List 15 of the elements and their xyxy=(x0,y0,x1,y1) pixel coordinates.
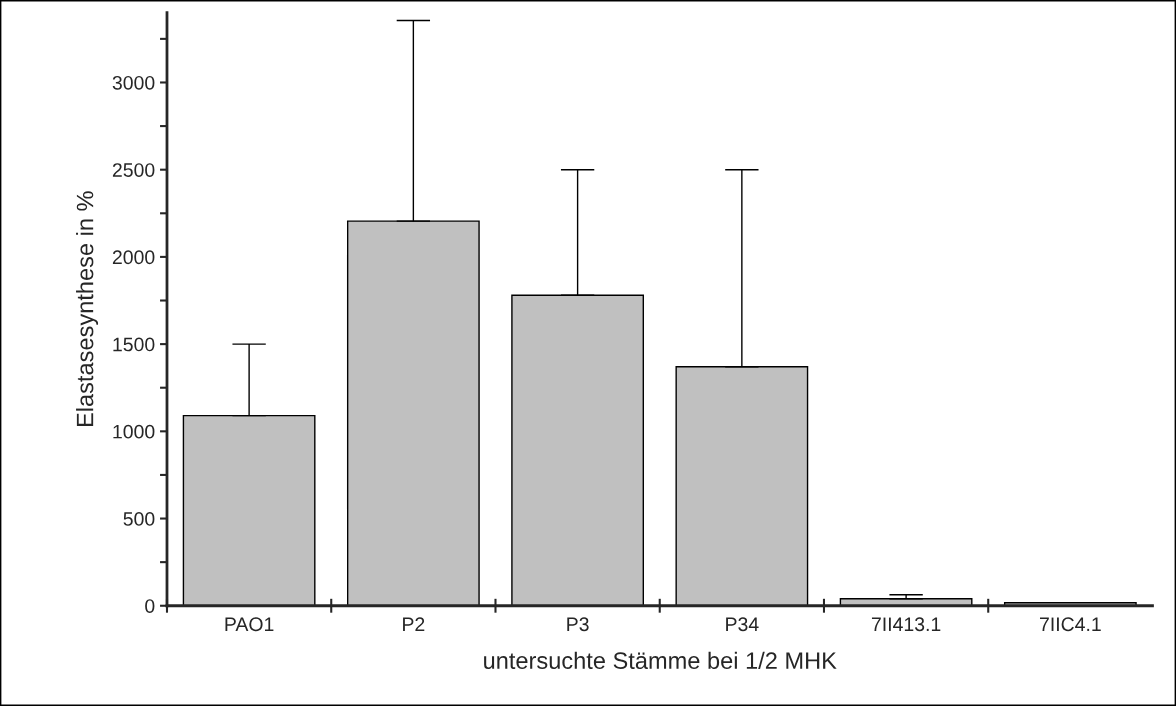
y-tick-label: 0 xyxy=(145,599,155,613)
x-tick-label: 7II413.1 xyxy=(871,617,941,632)
x-tick-label: P2 xyxy=(403,617,425,631)
x-tick-label: P34 xyxy=(726,617,759,632)
y-tick-label: 2000 xyxy=(112,250,155,265)
y-tick-label: 3000 xyxy=(112,75,155,90)
y-tick-label: 2500 xyxy=(112,163,155,177)
y-tick-label: 1500 xyxy=(113,337,155,352)
x-tick-label: 7IIC4.1 xyxy=(1040,617,1101,632)
x-tick-label: PAO1 xyxy=(225,617,274,632)
y-axis-title: Elastasesynthese in % xyxy=(76,191,99,427)
x-tick-label: P3 xyxy=(567,617,589,632)
y-tick-label: 500 xyxy=(123,512,155,526)
y-tick-label: 1000 xyxy=(113,424,155,439)
x-axis-title: untersuchte Stämme bei 1/2 MHK xyxy=(484,651,837,669)
